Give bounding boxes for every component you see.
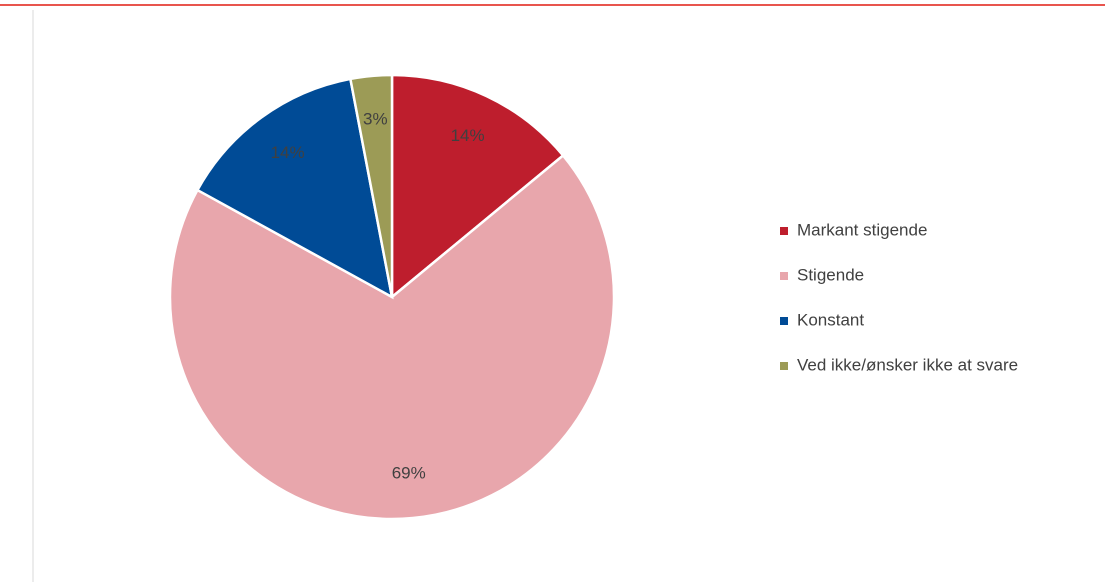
legend-label: Ved ikke/ønsker ikke at svare bbox=[797, 355, 1018, 374]
data-label: 14% bbox=[451, 126, 485, 145]
legend-swatch bbox=[780, 317, 788, 325]
pie-slice bbox=[348, 73, 394, 298]
legend-swatch bbox=[780, 362, 788, 370]
pie-slice bbox=[168, 153, 616, 521]
pie-slice bbox=[195, 77, 394, 300]
legend-label: Konstant bbox=[797, 310, 864, 329]
data-label: 69% bbox=[392, 463, 426, 482]
data-label: 14% bbox=[271, 143, 305, 162]
legend-label: Markant stigende bbox=[797, 220, 927, 239]
legend-label: Stigende bbox=[797, 265, 864, 284]
legend-swatch bbox=[780, 272, 788, 280]
data-label: 3% bbox=[363, 110, 388, 129]
legend-swatch bbox=[780, 227, 788, 235]
pie-slice bbox=[390, 73, 565, 300]
